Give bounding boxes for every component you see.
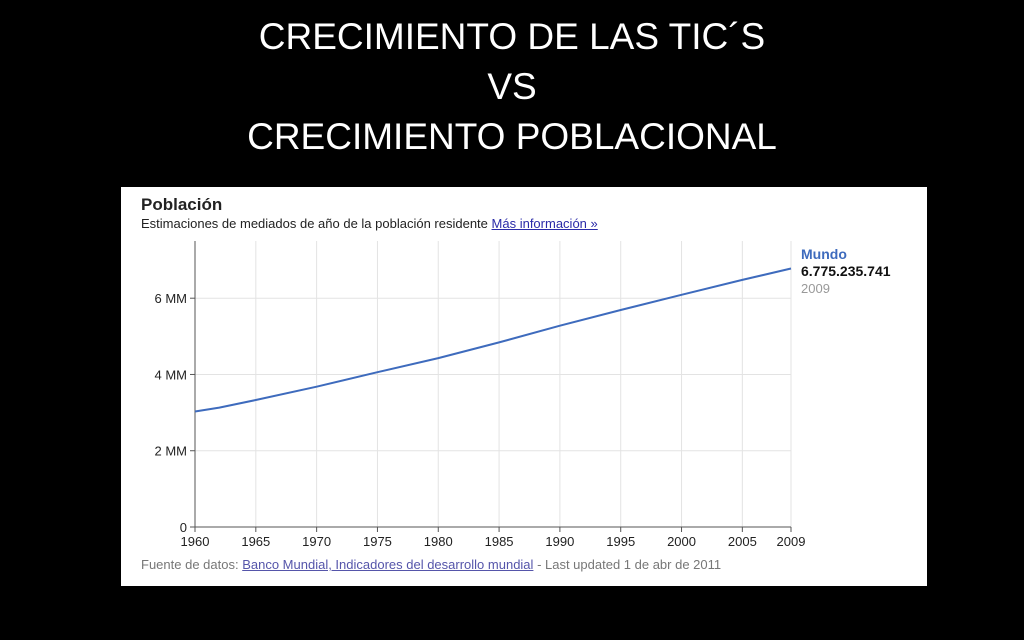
slide-title-line-3: CRECIMIENTO POBLACIONAL <box>247 116 777 157</box>
slide-title: CRECIMIENTO DE LAS TIC´S VS CRECIMIENTO … <box>0 12 1024 162</box>
data-source-footer: Fuente de datos: Banco Mundial, Indicado… <box>141 557 721 572</box>
series-line-mundo <box>194 267 792 413</box>
y-tick-label: 0 <box>180 520 187 535</box>
axis-layer: 0 2 MM 4 MM 6 MM 1960 1965 1970 1975 1980 1985 199… <box>155 241 806 549</box>
x-tick-label: 1995 <box>606 534 635 549</box>
legend-series-name[interactable]: Mundo <box>801 246 847 262</box>
footer-prefix: Fuente de datos: <box>141 557 239 572</box>
x-tick-label: 2000 <box>667 534 696 549</box>
chart-legend: Mundo 6.775.235.741 2009 <box>801 246 891 297</box>
chart-panel: Población Estimaciones de mediados de añ… <box>121 187 927 586</box>
data-source-link[interactable]: Banco Mundial, Indicadores del desarroll… <box>242 557 534 572</box>
y-tick-label: 4 MM <box>155 367 188 382</box>
grid-layer <box>194 241 792 528</box>
x-tick-label: 1965 <box>241 534 270 549</box>
legend-series-value: 6.775.235.741 <box>801 263 891 279</box>
slide-title-line-2: VS <box>487 66 537 107</box>
x-tick-label: 1960 <box>181 534 210 549</box>
x-tick-label: 1980 <box>424 534 453 549</box>
series-layer <box>194 267 792 413</box>
legend-series-year: 2009 <box>801 281 830 296</box>
chart-subtitle: Estimaciones de mediados de año de la po… <box>141 216 598 231</box>
footer-suffix: - Last updated 1 de abr de 2011 <box>537 557 722 572</box>
x-tick-label: 2005 <box>728 534 757 549</box>
x-tick-label: 1985 <box>485 534 514 549</box>
more-info-link[interactable]: Más información » <box>491 216 598 231</box>
chart-title: Población <box>141 195 223 214</box>
subtitle-text: Estimaciones de mediados de año de la po… <box>141 216 488 231</box>
x-tick-label: 2009 <box>777 534 806 549</box>
slide-title-line-1: CRECIMIENTO DE LAS TIC´S <box>258 16 766 57</box>
x-tick-label: 1990 <box>545 534 574 549</box>
y-tick-label: 6 MM <box>155 291 188 306</box>
line-chart: 0 2 MM 4 MM 6 MM 1960 1965 1970 1975 1980 1985 199… <box>155 241 806 549</box>
x-tick-label: 1975 <box>363 534 392 549</box>
x-tick-label: 1970 <box>302 534 331 549</box>
y-tick-label: 2 MM <box>155 444 188 459</box>
